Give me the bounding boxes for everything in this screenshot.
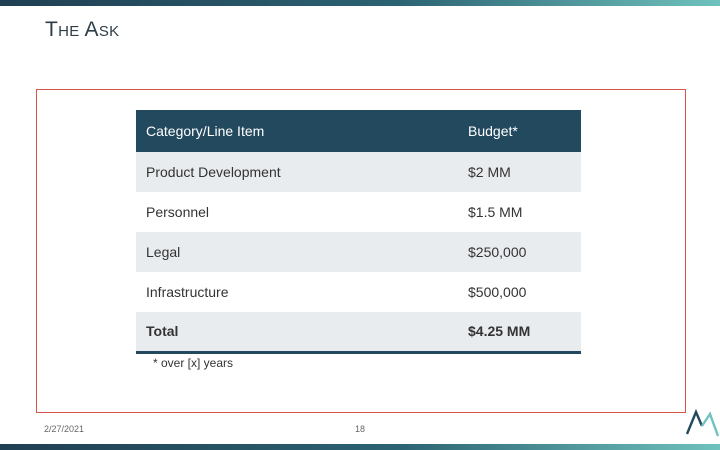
slide-title: The Ask	[45, 18, 120, 41]
budget-table: Category/Line Item Budget* Product Devel…	[136, 110, 581, 354]
table-row: Personnel $1.5 MM	[136, 192, 581, 232]
row-category: Personnel	[136, 192, 458, 232]
total-label: Total	[136, 312, 458, 354]
table-row: Infrastructure $500,000	[136, 272, 581, 312]
header-budget: Budget*	[458, 110, 581, 152]
row-category: Infrastructure	[136, 272, 458, 312]
table-total-row: Total $4.25 MM	[136, 312, 581, 354]
row-budget: $250,000	[458, 232, 581, 272]
content-frame	[36, 89, 686, 413]
row-category: Product Development	[136, 152, 458, 192]
bottom-accent-bar	[0, 444, 720, 450]
row-budget: $1.5 MM	[458, 192, 581, 232]
footnote: * over [x] years	[153, 356, 234, 370]
header-category: Category/Line Item	[136, 110, 458, 152]
footer-date: 2/27/2021	[44, 424, 85, 434]
total-budget: $4.25 MM	[458, 312, 581, 354]
row-budget: $2 MM	[458, 152, 581, 192]
row-budget: $500,000	[458, 272, 581, 312]
page-number: 18	[355, 424, 366, 434]
top-accent-bar	[0, 0, 720, 6]
row-category: Legal	[136, 232, 458, 272]
table-row: Product Development $2 MM	[136, 152, 581, 192]
table-row: Legal $250,000	[136, 232, 581, 272]
table-header-row: Category/Line Item Budget*	[136, 110, 581, 152]
mountain-logo-icon	[685, 408, 720, 437]
